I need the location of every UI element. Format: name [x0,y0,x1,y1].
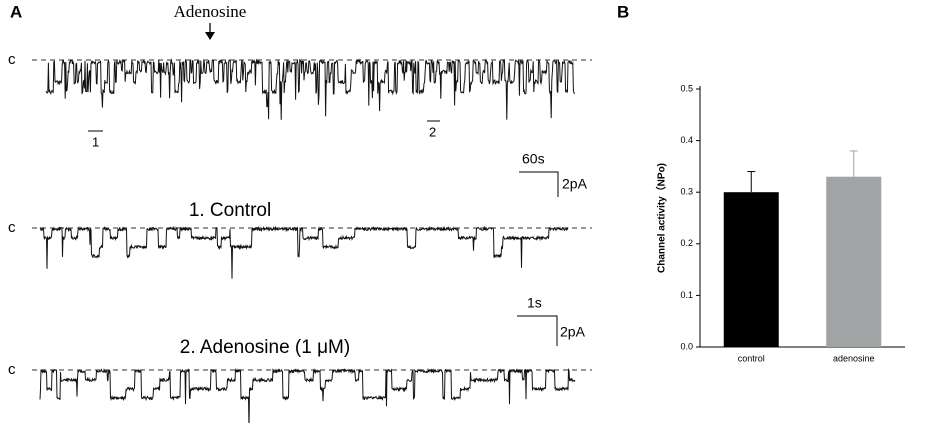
trace-label: c [8,361,16,378]
y-tick-label: 0.5 [680,83,693,93]
trace [45,58,576,120]
arrow-head [205,32,215,40]
trace-label: c [8,219,16,236]
scale-bar [519,171,559,197]
arrow-label: Adenosine [174,2,247,21]
x-tick-label: control [738,353,765,363]
y-tick-label: 0.2 [680,238,693,248]
y-tick-label: 0.4 [680,135,693,145]
segment-label: 2 [429,124,436,139]
panel-label: A [10,2,22,21]
segment-label: 1 [92,134,99,149]
trace-title: 2. Adenosine (1 μM) [180,337,350,358]
trace-title: 1. Control [189,200,271,221]
y-tick-label: 0.0 [680,341,693,351]
scale-current: 2pA [562,176,588,192]
y-axis-label: Channel activity（NPo) [655,163,668,273]
trace-label: c [8,51,16,68]
y-tick-label: 0.3 [680,187,693,197]
trace [39,225,569,279]
x-tick-label: adenosine [833,353,875,363]
panel-label: B [617,2,629,21]
bar [723,192,779,347]
scale-bar [517,315,558,346]
bar [826,176,882,347]
y-tick-label: 0.1 [680,290,693,300]
scale-time: 60s [522,151,545,167]
scale-time: 1s [527,295,542,311]
trace [39,367,576,423]
scale-current: 2pA [560,324,586,340]
